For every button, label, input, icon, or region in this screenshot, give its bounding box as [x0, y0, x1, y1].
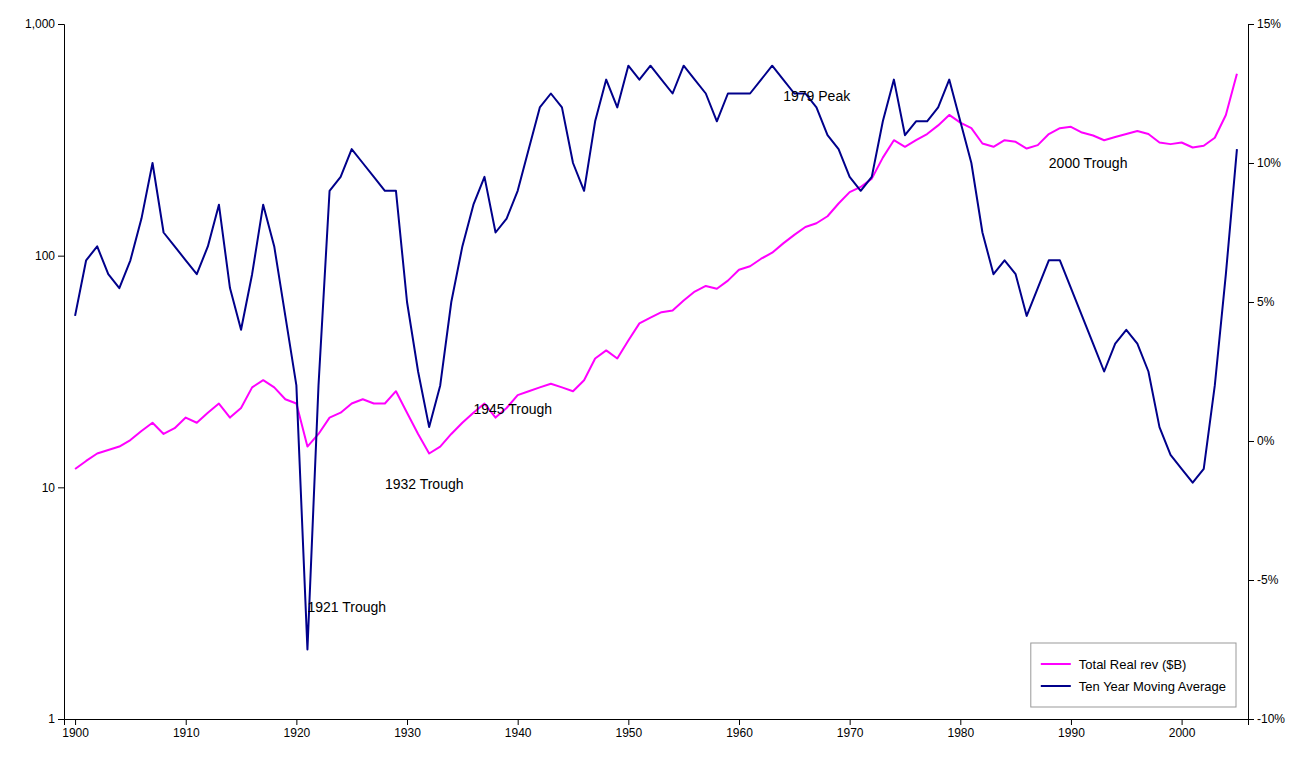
tick-label: 15%	[1257, 17, 1281, 31]
legend-label: Total Real rev ($B)	[1079, 657, 1187, 672]
legend-box	[1031, 643, 1236, 707]
tick-label: 100	[35, 249, 55, 263]
tick: 5%	[1248, 295, 1275, 309]
tick: 1	[48, 712, 64, 726]
x-axis: 1900 1910 1920 1930 1940 1950 1960 1970 1980 1990…	[62, 719, 1248, 740]
tick: 1,000	[25, 17, 64, 31]
tick-mark	[1248, 719, 1254, 720]
tick-label: 1910	[173, 726, 200, 740]
tick-mark	[1182, 719, 1183, 725]
legend-item: Total Real rev ($B)	[1041, 657, 1187, 672]
tick: 1930	[394, 719, 421, 740]
tick-label: 1,000	[25, 17, 55, 31]
tick-mark	[960, 719, 961, 725]
tick-mark	[75, 719, 76, 725]
tick-mark	[407, 719, 408, 725]
tick-label: 1980	[947, 726, 974, 740]
x-axis-line	[65, 720, 1249, 726]
tick: 1950	[615, 719, 642, 740]
legend-item: Ten Year Moving Average	[1041, 679, 1226, 694]
tick-mark	[1248, 580, 1254, 581]
tick: 1900	[62, 719, 89, 740]
tick: 15%	[1248, 17, 1281, 31]
tick-label: 1930	[394, 726, 421, 740]
tick-mark	[518, 719, 519, 725]
tick-mark	[186, 719, 187, 725]
tick: -5%	[1248, 573, 1279, 587]
tick: 0%	[1248, 434, 1275, 448]
tick-label: 1970	[837, 726, 864, 740]
tick-mark	[58, 487, 64, 488]
chart: 1900 1910 1920 1930 1940 1950 1960 1970 1980 1990…	[0, 0, 1312, 759]
tick-label: 0%	[1257, 434, 1275, 448]
tick: 1970	[837, 719, 864, 740]
y-axis-line	[58, 25, 65, 720]
tick-mark	[296, 719, 297, 725]
tick-mark	[1248, 163, 1254, 164]
annotation: 2000 Trough	[1049, 155, 1128, 171]
tick-label: 1940	[505, 726, 532, 740]
tick-mark	[58, 24, 64, 25]
tick: 1990	[1058, 719, 1085, 740]
tick-label: 2000	[1169, 726, 1196, 740]
tick-label: 5%	[1257, 295, 1275, 309]
tick-mark	[1248, 441, 1254, 442]
tick-mark	[739, 719, 740, 725]
tick-label: 1950	[615, 726, 642, 740]
tick-mark	[1071, 719, 1072, 725]
legend-swatch	[1041, 685, 1071, 687]
annotation: 1945 Trough	[473, 401, 552, 417]
tick-label: 1920	[284, 726, 311, 740]
tick: 1910	[173, 719, 200, 740]
annotation: 1979 Peak	[783, 88, 851, 104]
tick-mark	[58, 719, 64, 720]
legend: Total Real rev ($B) Ten Year Moving Avera…	[1031, 643, 1236, 707]
y2-axis-line	[1249, 25, 1255, 720]
tick: 2000	[1169, 719, 1196, 740]
tick-label: 1960	[726, 726, 753, 740]
marks	[75, 66, 1237, 650]
tick-mark	[1248, 302, 1254, 303]
legend-label: Ten Year Moving Average	[1079, 679, 1226, 694]
tick-mark	[58, 256, 64, 257]
tick-label: 10%	[1257, 156, 1281, 170]
annotations: 1979 Peak 1921 Trough 1932 Trough 1945 Trou…	[307, 88, 1127, 615]
tick: 1920	[284, 719, 311, 740]
tick-label: 10	[42, 481, 56, 495]
series-line	[75, 66, 1237, 650]
tick-label: 1	[48, 712, 55, 726]
tick: 10%	[1248, 156, 1281, 170]
tick-label: -5%	[1257, 573, 1279, 587]
annotation: 1921 Trough	[307, 599, 386, 615]
tick: 1940	[505, 719, 532, 740]
tick-label: 1990	[1058, 726, 1085, 740]
y2-axis: -10% -5% 0% 5% 10% 15%	[1248, 17, 1285, 726]
plot: 1900 1910 1920 1930 1940 1950 1960 1970 1980 1990…	[25, 17, 1285, 739]
annotation: 1932 Trough	[385, 476, 464, 492]
tick: 10	[42, 481, 64, 495]
series-line	[75, 74, 1237, 469]
tick-mark	[628, 719, 629, 725]
y-axis: 1 10 100 1,000	[25, 17, 65, 726]
tick-mark	[850, 719, 851, 725]
tick: 100	[35, 249, 64, 263]
tick-mark	[1248, 24, 1254, 25]
tick: 1960	[726, 719, 753, 740]
tick-label: -10%	[1257, 712, 1285, 726]
tick-label: 1900	[62, 726, 89, 740]
legend-swatch	[1041, 663, 1071, 665]
tick: -10%	[1248, 712, 1285, 726]
tick: 1980	[947, 719, 974, 740]
